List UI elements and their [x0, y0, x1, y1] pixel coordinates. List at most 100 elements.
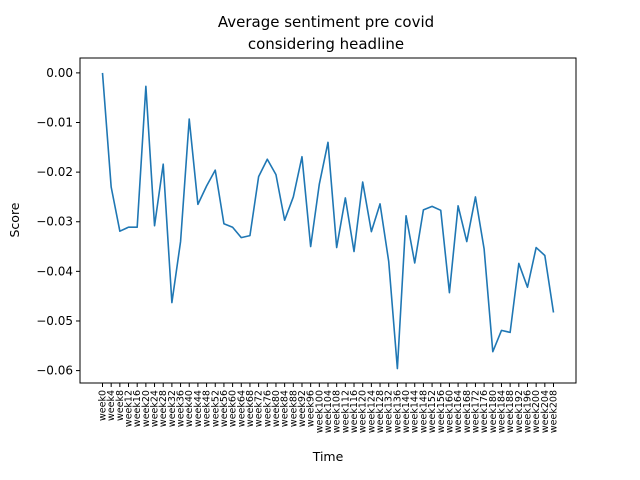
chart-title: Average sentiment pre covid considering …	[218, 13, 434, 53]
data-point	[257, 175, 259, 177]
x-tick-label: week124	[366, 390, 377, 433]
x-tick-label: week12	[124, 390, 135, 427]
data-point	[179, 240, 181, 242]
data-point	[205, 185, 207, 187]
y-tick-label: −0.06	[36, 364, 73, 378]
x-tick-label: week148	[418, 390, 429, 433]
x-tick-label: week192	[514, 390, 525, 433]
x-tick-label: week8	[115, 390, 126, 421]
y-tick-label: −0.04	[36, 264, 73, 278]
x-tick-label: week136	[392, 390, 403, 433]
data-point	[448, 291, 450, 293]
chart-title-line-2: considering headline	[248, 35, 404, 53]
data-point	[301, 156, 303, 158]
x-tick-label: week140	[401, 390, 412, 433]
data-point	[466, 240, 468, 242]
data-point	[405, 215, 407, 217]
x-tick-label: week200	[531, 390, 542, 433]
data-point	[127, 226, 129, 228]
x-tick-label: week76	[262, 390, 273, 427]
x-tick-label: week128	[375, 390, 386, 433]
data-point	[457, 205, 459, 207]
x-tick-label: week132	[384, 390, 395, 433]
x-tick-label: week164	[453, 390, 464, 433]
x-tick-label: week80	[271, 390, 282, 427]
data-point	[119, 230, 121, 232]
data-point	[414, 262, 416, 264]
x-tick-label: week60	[228, 390, 239, 427]
data-point	[153, 225, 155, 227]
data-point	[136, 226, 138, 228]
data-point	[214, 169, 216, 171]
data-point	[101, 72, 103, 74]
data-point	[379, 203, 381, 205]
x-tick-label: week100	[314, 390, 325, 433]
data-point	[492, 351, 494, 353]
y-axis: 0.00 −0.01 −0.02 −0.03 −0.04 −0.05 −0.06	[36, 66, 80, 378]
data-point	[474, 196, 476, 198]
x-tick-label: week168	[462, 390, 473, 433]
x-tick-label: week88	[288, 390, 299, 427]
data-point	[188, 118, 190, 120]
data-point	[370, 230, 372, 232]
data-point	[483, 248, 485, 250]
data-point	[223, 223, 225, 225]
x-tick-label: week44	[193, 390, 204, 427]
x-tick-label: week180	[488, 390, 499, 433]
x-axis-label: Time	[312, 449, 344, 464]
data-point	[440, 209, 442, 211]
x-tick-label: week64	[236, 390, 247, 427]
data-point	[283, 219, 285, 221]
data-point	[535, 246, 537, 248]
x-tick-label: week112	[340, 390, 351, 433]
x-tick-label: week52	[210, 390, 221, 427]
data-point	[518, 262, 520, 264]
data-point	[318, 183, 320, 185]
x-tick-label: week176	[479, 390, 490, 433]
data-point	[162, 163, 164, 165]
data-point	[396, 367, 398, 369]
x-tick-label: week116	[349, 390, 360, 433]
x-tick-label: week172	[470, 390, 481, 433]
series-line	[101, 72, 555, 370]
data-point	[249, 234, 251, 236]
data-point	[353, 250, 355, 252]
x-tick-label: week184	[496, 390, 507, 433]
data-point	[327, 141, 329, 143]
data-point	[240, 236, 242, 238]
x-tick-label: week72	[254, 390, 265, 427]
x-tick-label: week48	[202, 390, 213, 427]
x-tick-label: week16	[132, 390, 143, 427]
data-point	[500, 329, 502, 331]
chart-title-line-1: Average sentiment pre covid	[218, 13, 434, 31]
data-point	[171, 301, 173, 303]
x-tick-label: week4	[106, 390, 117, 421]
x-tick-label: week208	[549, 390, 560, 433]
x-tick-label: week204	[540, 390, 551, 433]
data-point	[388, 260, 390, 262]
x-tick-label: week120	[358, 390, 369, 433]
data-point	[526, 286, 528, 288]
x-tick-label: week20	[141, 390, 152, 427]
data-point	[197, 203, 199, 205]
x-tick-label: week96	[306, 390, 317, 427]
x-tick-label: week156	[436, 390, 447, 433]
x-tick-label: week108	[332, 390, 343, 433]
x-tick-label: week36	[176, 390, 187, 427]
data-point	[344, 197, 346, 199]
x-tick-label: week24	[150, 390, 161, 427]
data-point	[110, 186, 112, 188]
data-point	[275, 173, 277, 175]
x-tick-label: week152	[427, 390, 438, 433]
data-point	[544, 254, 546, 256]
x-tick-label: week188	[505, 390, 516, 433]
data-point	[552, 311, 554, 313]
data-point	[292, 196, 294, 198]
series-layer	[101, 72, 555, 370]
x-tick-label: week0	[98, 390, 109, 421]
x-tick-label: week28	[158, 390, 169, 427]
data-point	[509, 331, 511, 333]
y-tick-label: −0.05	[36, 314, 73, 328]
data-point	[266, 158, 268, 160]
